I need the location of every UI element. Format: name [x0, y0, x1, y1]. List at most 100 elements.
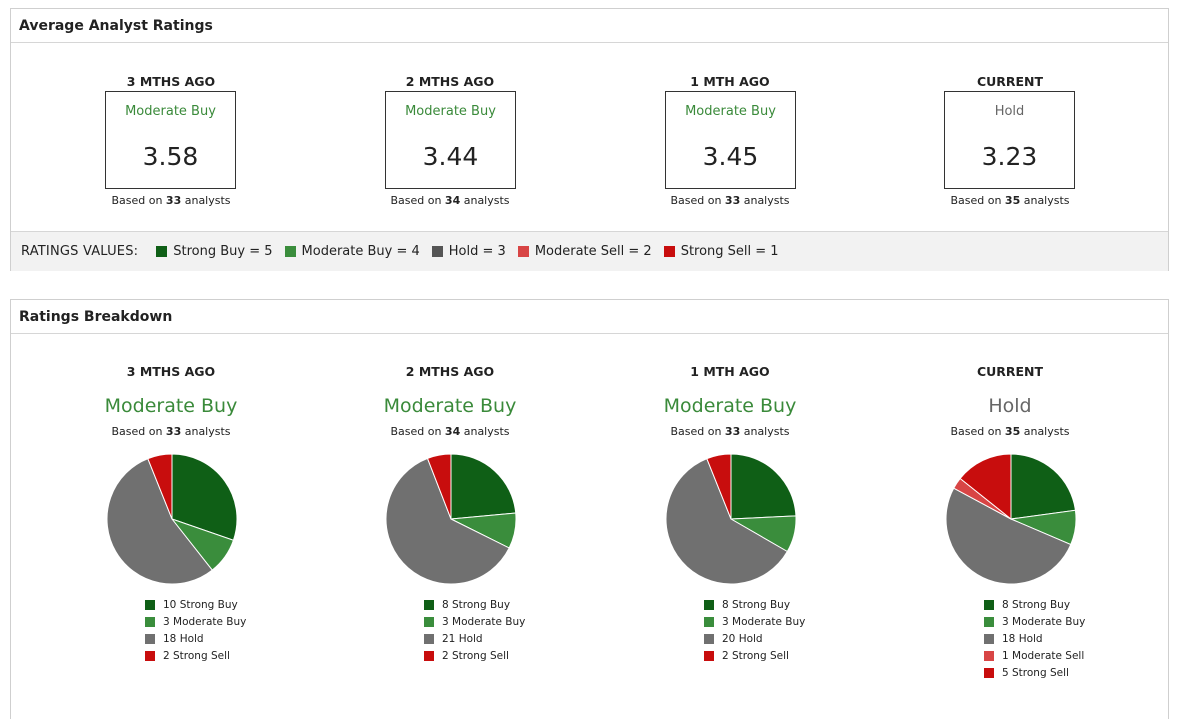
based-prefix: Based on: [111, 194, 166, 207]
average-ratings-panel: Average Analyst Ratings 3 MTHS AGO Moder…: [10, 8, 1169, 271]
legend-label: 5 Strong Sell: [1002, 666, 1069, 679]
legend-swatch-icon: [145, 600, 155, 611]
pie-slice-strong-sell: [706, 453, 732, 520]
legend-item: 20 Hold: [704, 631, 805, 648]
legend-item: 3 Moderate Buy: [984, 614, 1085, 631]
period-heading: 1 MTH AGO: [690, 364, 770, 379]
period-heading: 2 MTHS AGO: [405, 364, 495, 379]
pie-slice-strong-sell: [147, 453, 173, 520]
based-suffix: analysts: [740, 425, 790, 438]
based-suffix: analysts: [1020, 194, 1070, 207]
legend-item: 18 Hold: [145, 631, 246, 648]
based-prefix: Based on: [670, 194, 725, 207]
legend-label: 2 Strong Sell: [722, 649, 789, 662]
based-suffix: analysts: [181, 194, 231, 207]
pie-legend: 10 Strong Buy 3 Moderate Buy 18 Hold 2 Stro…: [145, 597, 246, 664]
pie-slice-hold: [106, 458, 213, 585]
rating-box: Hold 3.23: [944, 91, 1075, 189]
analyst-count: 33: [724, 425, 741, 438]
analyst-count-text: Based on 33 analysts: [31, 194, 311, 207]
rv-label: Strong Buy = 5: [173, 244, 273, 259]
pie-chart: [945, 453, 1077, 585]
analyst-count: 33: [165, 425, 182, 438]
legend-swatch-icon: [984, 600, 994, 611]
legend-swatch-icon: [704, 600, 714, 611]
based-suffix: analysts: [181, 425, 231, 438]
swatch-icon: [663, 246, 675, 257]
pie-legend: 8 Strong Buy 3 Moderate Buy 18 Hold 1 Moder…: [984, 597, 1085, 681]
legend-item: 3 Moderate Buy: [704, 614, 805, 631]
legend-swatch-icon: [704, 650, 714, 661]
ratings-breakdown-panel: Ratings Breakdown 3 MTHS AGO Moderate Bu…: [10, 299, 1169, 719]
legend-item: 2 Strong Sell: [424, 647, 525, 664]
legend-item: 8 Strong Buy: [984, 597, 1085, 614]
rating-label: Moderate Buy: [685, 104, 776, 119]
legend-swatch-icon: [984, 650, 994, 661]
legend-label: 3 Moderate Buy: [163, 616, 247, 629]
pie-slice-strong-buy: [171, 453, 238, 541]
rv-hold: Hold = 3: [431, 244, 506, 259]
analyst-count: 35: [1004, 425, 1021, 438]
analyst-count-text: Based on 35 analysts: [870, 425, 1150, 438]
rating-box: Moderate Buy 3.44: [385, 91, 516, 189]
ratings-breakdown-title: Ratings Breakdown: [11, 300, 1168, 334]
based-suffix: analysts: [460, 194, 510, 207]
legend-item: 8 Strong Buy: [704, 597, 805, 614]
rv-label: Strong Sell = 1: [680, 244, 779, 259]
ratings-values-bar: RATINGS VALUES: Strong Buy = 5 Moderate …: [11, 231, 1168, 271]
legend-label: 18 Hold: [163, 632, 204, 645]
legend-item: 8 Strong Buy: [424, 597, 525, 614]
pie-slice-strong-sell: [959, 453, 1012, 521]
legend-item: 3 Moderate Buy: [145, 614, 246, 631]
period-heading: CURRENT: [976, 74, 1044, 89]
rating-label: Moderate Buy: [125, 104, 216, 119]
analyst-count-text: Based on 34 analysts: [310, 425, 590, 438]
period-heading: 3 MTHS AGO: [126, 74, 216, 89]
legend-swatch-icon: [145, 650, 155, 661]
average-columns: 3 MTHS AGO Moderate Buy 3.58 Based on 33…: [11, 43, 1168, 231]
based-suffix: analysts: [740, 194, 790, 207]
legend-swatch-icon: [424, 600, 434, 611]
legend-label: 3 Moderate Buy: [722, 616, 806, 629]
rating-label: Moderate Buy: [405, 104, 496, 119]
analyst-count: 35: [1004, 194, 1021, 207]
legend-item: 2 Strong Sell: [704, 647, 805, 664]
legend-label: 10 Strong Buy: [163, 599, 238, 612]
rating-label: Moderate Buy: [383, 395, 517, 417]
legend-label: 18 Hold: [1002, 632, 1043, 645]
based-prefix: Based on: [670, 425, 725, 438]
pie-chart: [385, 453, 517, 585]
legend-label: 20 Hold: [722, 632, 763, 645]
rating-label: Hold: [994, 104, 1025, 119]
rv-label: Hold = 3: [448, 244, 506, 259]
legend-item: 2 Strong Sell: [145, 647, 246, 664]
based-prefix: Based on: [390, 194, 445, 207]
rating-value: 3.23: [981, 142, 1038, 171]
average-ratings-title: Average Analyst Ratings: [11, 9, 1168, 43]
legend-label: 3 Moderate Buy: [442, 616, 526, 629]
based-suffix: analysts: [1020, 425, 1070, 438]
legend-label: 1 Moderate Sell: [1002, 649, 1085, 662]
legend-swatch-icon: [145, 617, 155, 628]
pie-slice-strong-buy: [450, 453, 517, 520]
legend-label: 2 Strong Sell: [163, 649, 230, 662]
rating-label: Moderate Buy: [104, 395, 238, 417]
pie-slice-hold: [665, 458, 788, 585]
legend-swatch-icon: [424, 633, 434, 644]
period-heading: 2 MTHS AGO: [405, 74, 495, 89]
analyst-count: 34: [444, 194, 461, 207]
rv-label: Moderate Sell = 2: [534, 244, 652, 259]
legend-label: 3 Moderate Buy: [1002, 616, 1086, 629]
pie-slice-strong-sell: [426, 453, 452, 520]
period-heading: 1 MTH AGO: [690, 74, 770, 89]
pie-legend: 8 Strong Buy 3 Moderate Buy 20 Hold 2 Stron…: [704, 597, 805, 664]
based-prefix: Based on: [111, 425, 166, 438]
legend-item: 10 Strong Buy: [145, 597, 246, 614]
legend-label: 2 Strong Sell: [442, 649, 509, 662]
analyst-count-text: Based on 34 analysts: [310, 194, 590, 207]
legend-item: 21 Hold: [424, 631, 525, 648]
pie-chart: [665, 453, 797, 585]
analyst-count: 33: [165, 194, 182, 207]
pie-slice-strong-buy: [730, 453, 797, 520]
legend-swatch-icon: [704, 633, 714, 644]
